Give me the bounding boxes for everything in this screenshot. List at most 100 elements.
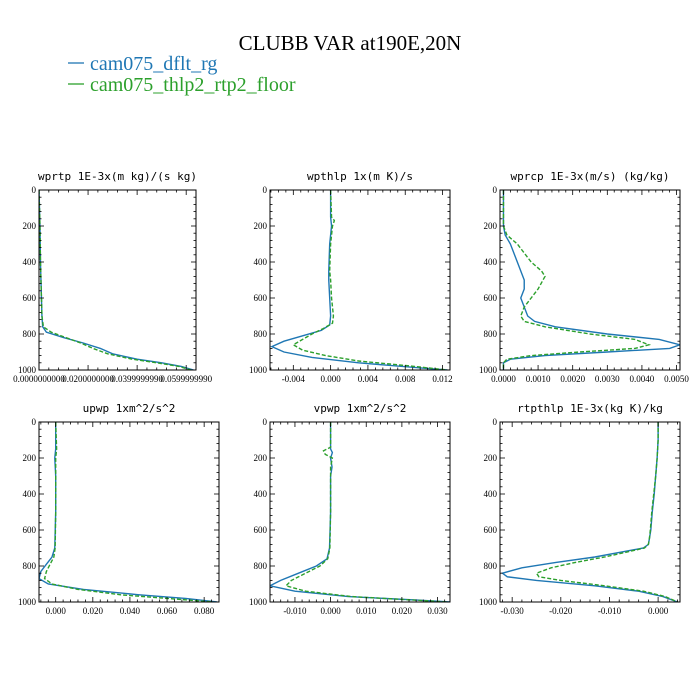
series-line-1 xyxy=(43,422,214,602)
y-tick-label: 200 xyxy=(254,453,268,463)
y-tick-label: 0 xyxy=(263,417,268,427)
series-line-1 xyxy=(39,190,192,370)
series-line-1 xyxy=(502,190,652,370)
panel-frame xyxy=(269,421,451,603)
panel-title: wprtp 1E-3x(m kg)/(s kg) xyxy=(38,170,197,183)
panel-title: upwp 1xm^2/s^2 xyxy=(83,402,176,415)
x-tick-label: 0.0010 xyxy=(526,374,551,384)
panel-frame xyxy=(38,189,197,371)
series-line-0 xyxy=(39,422,218,602)
y-tick-label: 1000 xyxy=(18,365,37,375)
y-tick-label: 200 xyxy=(254,221,268,231)
legend-entry-1: cam075_thlp2_rtp2_floor xyxy=(68,74,296,96)
x-tick-label: 0.0020 xyxy=(560,374,585,384)
x-tick-label: 0.000 xyxy=(320,606,341,616)
y-tick-label: 400 xyxy=(484,489,498,499)
x-tick-label: -0.010 xyxy=(283,606,307,616)
x-tick-label: 0.030 xyxy=(427,606,448,616)
y-tick-label: 1000 xyxy=(249,597,268,607)
y-tick-label: 1000 xyxy=(479,597,498,607)
panel-0: wprtp 1E-3x(m kg)/(s kg)0 200 400 600 800 100… xyxy=(13,170,212,384)
y-tick-label: 400 xyxy=(23,257,37,267)
panel-3: upwp 1xm^2/s^2 0 200 400 600 800 1000 0.000 0.02… xyxy=(18,402,220,616)
x-tick-label: 0.000 xyxy=(648,606,669,616)
x-tick-label: 0.000 xyxy=(320,374,341,384)
y-tick-label: 400 xyxy=(254,489,268,499)
y-tick-label: 800 xyxy=(484,329,498,339)
series-line-0 xyxy=(270,190,448,370)
y-tick-label: 600 xyxy=(484,293,498,303)
y-tick-label: 600 xyxy=(484,525,498,535)
panel-title: wpthlp 1x(m K)/s xyxy=(307,170,413,183)
y-tick-label: 800 xyxy=(23,329,37,339)
x-tick-label: -0.010 xyxy=(598,606,622,616)
y-tick-label: 600 xyxy=(23,293,37,303)
series-line-1 xyxy=(284,422,449,602)
x-tick-label: 0.000 xyxy=(46,606,67,616)
y-tick-label: 800 xyxy=(484,561,498,571)
y-tick-label: 0 xyxy=(493,185,498,195)
figure-title: CLUBB VAR at190E,20N xyxy=(239,31,462,55)
legend-entry-0: cam075_dflt_rg xyxy=(68,53,217,75)
x-tick-label: 0.0599999990 xyxy=(160,374,212,384)
panel-1: wpthlp 1x(m K)/s 0 200 400 600 800 1000 -0.004 0… xyxy=(249,170,453,384)
series-line-0 xyxy=(39,190,194,370)
y-tick-label: 800 xyxy=(23,561,37,571)
legend-label-1: cam075_thlp2_rtp2_floor xyxy=(90,74,296,96)
panel-title: rtpthlp 1E-3x(kg K)/kg xyxy=(517,402,663,415)
x-tick-label: 0.020 xyxy=(392,606,413,616)
series-line-1 xyxy=(535,422,678,602)
y-tick-label: 200 xyxy=(484,221,498,231)
y-tick-label: 600 xyxy=(254,525,268,535)
y-tick-label: 200 xyxy=(23,221,37,231)
y-tick-label: 600 xyxy=(254,293,268,303)
x-tick-label: -0.004 xyxy=(282,374,306,384)
figure-legend: cam075_dflt_rg cam075_thlp2_rtp2_floor xyxy=(68,53,296,96)
x-tick-label: 0.040 xyxy=(120,606,141,616)
x-tick-label: -0.020 xyxy=(549,606,573,616)
x-tick-label: 0.004 xyxy=(358,374,379,384)
y-tick-label: 1000 xyxy=(18,597,37,607)
panel-title: wprcp 1E-3x(m/s) (kg/kg) xyxy=(511,170,670,183)
x-tick-label: 0.020 xyxy=(83,606,104,616)
y-tick-label: 800 xyxy=(254,329,268,339)
panel-5: rtpthlp 1E-3x(kg K)/kg02004006008001000-… xyxy=(479,402,681,616)
x-tick-label: 0.060 xyxy=(157,606,178,616)
legend-label-0: cam075_dflt_rg xyxy=(90,53,217,75)
y-tick-label: 0 xyxy=(493,417,498,427)
panel-frame xyxy=(499,189,681,371)
x-tick-label: 0.0200000000 xyxy=(62,374,114,384)
series-line-1 xyxy=(291,190,448,370)
y-tick-label: 400 xyxy=(23,489,37,499)
series-line-0 xyxy=(502,190,680,370)
x-tick-label: 0.012 xyxy=(432,374,452,384)
x-tick-label: 0.010 xyxy=(356,606,377,616)
y-tick-label: 400 xyxy=(484,257,498,267)
x-tick-label: 0.0000000000 xyxy=(13,374,65,384)
y-tick-label: 200 xyxy=(484,453,498,463)
y-tick-label: 200 xyxy=(23,453,37,463)
x-tick-label: 0.0040 xyxy=(630,374,655,384)
y-tick-label: 1000 xyxy=(249,365,268,375)
series-line-0 xyxy=(270,422,450,602)
x-tick-label: 0.080 xyxy=(194,606,215,616)
panel-4: vpwp 1xm^2/s^2 0 200 400 600 800 1000 -0.010 0.0… xyxy=(249,402,451,616)
y-tick-label: 400 xyxy=(254,257,268,267)
panel-title: vpwp 1xm^2/s^2 xyxy=(314,402,407,415)
y-tick-label: 0 xyxy=(263,185,268,195)
x-tick-label: -0.030 xyxy=(501,606,525,616)
x-tick-label: 0.0399999990 xyxy=(111,374,163,384)
y-tick-label: 1000 xyxy=(479,365,498,375)
panel-2: wprcp 1E-3x(m/s) (kg/kg) 0 200 400 600 800 100… xyxy=(479,170,689,384)
x-tick-label: 0.0030 xyxy=(595,374,620,384)
x-tick-label: 0.008 xyxy=(395,374,416,384)
x-tick-label: 0.0050 xyxy=(664,374,689,384)
y-tick-label: 0 xyxy=(32,185,37,195)
y-tick-label: 600 xyxy=(23,525,37,535)
panel-frame xyxy=(38,421,220,603)
panel-frame xyxy=(269,189,451,371)
panel-grid: wprtp 1E-3x(m kg)/(s kg)0200400600800100… xyxy=(13,170,689,616)
x-tick-label: 0.0000 xyxy=(491,374,516,384)
y-tick-label: 800 xyxy=(254,561,268,571)
panel-frame xyxy=(499,421,681,603)
